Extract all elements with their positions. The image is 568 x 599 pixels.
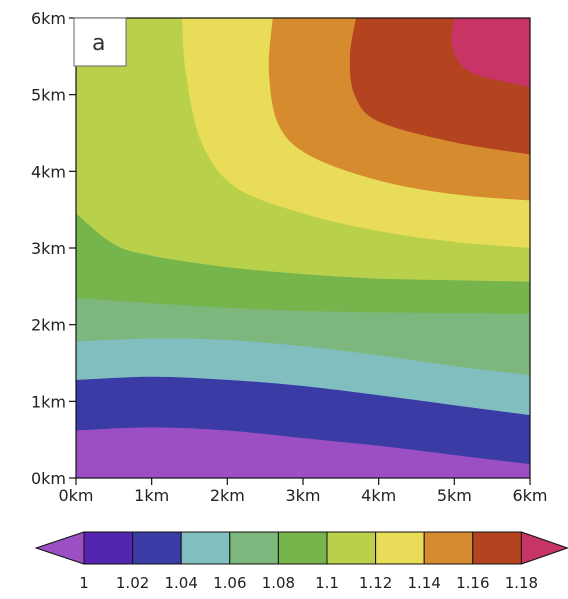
x-tick-label: 3km: [285, 486, 320, 505]
colorbar-box: [423, 531, 474, 565]
colorbar-label: 1.1: [315, 574, 339, 592]
x-tick-label: 6km: [512, 486, 547, 505]
x-tick-label: 1km: [134, 486, 169, 505]
axis-ticks: 0km 1km 2km 3km 4km 5km 6km 0km 1km 2km 3km 4km 5km 6…: [31, 9, 548, 505]
x-tick-label: 5km: [437, 486, 472, 505]
colorbar-label: 1.16: [456, 574, 489, 592]
y-tick-label: 3km: [31, 239, 66, 258]
colorbar-label: 1.02: [116, 574, 149, 592]
colorbar-label: 1.12: [359, 574, 392, 592]
colorbar-lower-triangle: [34, 531, 85, 565]
y-tick-label: 2km: [31, 316, 66, 335]
y-tick-label: 5km: [31, 86, 66, 105]
x-tick-label: 0km: [58, 486, 93, 505]
colorbar-box: [277, 531, 328, 565]
colorbar-label: 1.04: [164, 574, 197, 592]
colorbar-label: 1.18: [505, 574, 538, 592]
plot-area: [76, 18, 530, 478]
panel-label-box: a: [73, 17, 127, 67]
colorbar-box: [326, 531, 377, 565]
colorbar-label: 1.14: [407, 574, 440, 592]
colorbar-box: [472, 531, 522, 565]
colorbar: 1 1.02 1.04 1.06 1.08 1.1 1.12 1.14 1.16 1.18: [34, 531, 568, 592]
y-tick-label: 0km: [31, 469, 66, 488]
x-tick-label: 2km: [210, 486, 245, 505]
colorbar-box: [229, 531, 279, 565]
contour-band-1.18: [451, 18, 530, 87]
panel-label: a: [92, 31, 105, 56]
colorbar-box: [375, 531, 425, 565]
colorbar-label: 1.06: [213, 574, 246, 592]
y-tick-label: 4km: [31, 162, 66, 181]
y-tick-label: 6km: [31, 9, 66, 28]
colorbar-upper-triangle: [520, 531, 568, 565]
colorbar-label: 1.08: [262, 574, 295, 592]
colorbar-box: [180, 531, 231, 565]
colorbar-box: [132, 531, 182, 565]
colorbar-box: [83, 531, 134, 565]
colorbar-label: 1: [79, 574, 89, 592]
y-tick-label: 1km: [31, 392, 66, 411]
x-tick-label: 4km: [361, 486, 396, 505]
